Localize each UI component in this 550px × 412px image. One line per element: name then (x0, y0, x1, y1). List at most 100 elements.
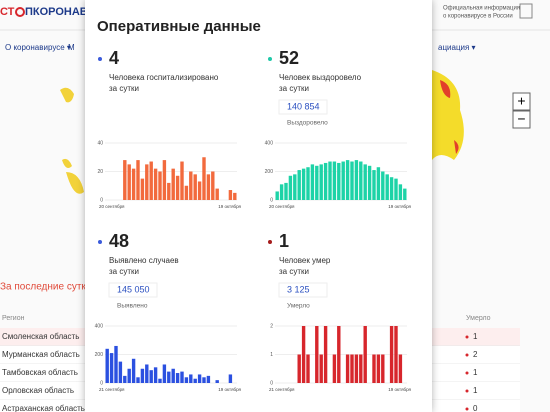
bar (197, 374, 202, 383)
panel-dot (98, 57, 102, 61)
bar (206, 174, 211, 200)
panel-value: 52 (279, 48, 299, 68)
panel-label: за сутки (279, 84, 309, 93)
region-name: Тамбовская область (2, 368, 78, 377)
bar (118, 361, 123, 383)
bar (337, 162, 341, 200)
bar (136, 160, 140, 200)
zoom-out[interactable] (512, 110, 531, 129)
bar (158, 378, 162, 383)
bar (284, 182, 288, 200)
bar (149, 161, 153, 200)
logo-icon (15, 7, 25, 17)
modal-title: Оперативные данные (97, 18, 261, 35)
bar (184, 185, 189, 200)
panel-dot (98, 240, 102, 244)
panel-label: за сутки (279, 267, 309, 276)
bar (171, 168, 175, 200)
bar (105, 348, 109, 383)
bar (136, 377, 140, 383)
bar (167, 182, 171, 200)
table-header: Регион (2, 315, 25, 322)
bar (385, 174, 389, 200)
y-tick-label: 400 (265, 140, 274, 146)
total-box (278, 282, 328, 298)
bar (202, 377, 206, 383)
bar (215, 380, 219, 383)
section-title: За последние сутки (0, 282, 91, 293)
date-label: 21 сентября (99, 387, 125, 392)
bar (297, 354, 301, 383)
bar (275, 191, 279, 200)
bar (297, 170, 301, 200)
bar (153, 168, 158, 200)
bar (127, 368, 131, 383)
bar (341, 161, 345, 200)
bar (381, 354, 385, 383)
bar (337, 326, 341, 383)
bar (332, 161, 337, 200)
bar (197, 181, 202, 200)
region-name: Смоленская область (2, 332, 79, 341)
bar (171, 368, 175, 383)
bar (279, 184, 284, 200)
bar (301, 168, 306, 200)
panel-label: за сутки (109, 84, 139, 93)
zoom-out-label[interactable]: − (517, 111, 525, 127)
bar (315, 165, 319, 200)
bar (319, 164, 323, 200)
zoom-in[interactable] (512, 92, 531, 111)
bar (180, 161, 184, 200)
nav-item[interactable]: О коронавирусе ▾ (5, 43, 71, 52)
icon[interactable] (519, 3, 533, 19)
bar (394, 178, 398, 200)
bar (389, 326, 394, 383)
deaths: 1 (473, 386, 478, 395)
y-tick-label: 0 (270, 380, 273, 386)
bar (306, 354, 310, 383)
bar (354, 354, 359, 383)
y-tick-label: 40 (97, 140, 103, 146)
bar (359, 354, 363, 383)
date-label: 20 сентября (269, 204, 295, 209)
deaths: 1 (473, 368, 478, 377)
bar (376, 167, 381, 200)
bar (180, 371, 184, 383)
bar (332, 354, 337, 383)
date-label: 19 октября (388, 387, 411, 392)
bar (162, 160, 167, 200)
y-tick-label: 20 (97, 169, 103, 175)
dot (465, 353, 469, 357)
bar (288, 175, 293, 200)
panel-total-label: Умерло (287, 303, 310, 310)
bar (189, 374, 193, 383)
bar (345, 160, 350, 200)
bar (145, 364, 149, 383)
bar (293, 174, 297, 200)
region-name: Астраханская область (2, 404, 85, 412)
header-info: Официальная информация (443, 6, 520, 12)
bar (233, 192, 237, 200)
total-box (108, 282, 158, 298)
date-label: 20 сентября (99, 204, 125, 209)
zoom-in-label[interactable]: + (517, 93, 525, 109)
bar (158, 171, 162, 200)
bar (109, 353, 114, 383)
bar (398, 184, 403, 200)
y-tick-label: 0 (100, 380, 103, 386)
bar (206, 375, 211, 383)
bar (215, 188, 219, 200)
bar (376, 354, 381, 383)
nav-item[interactable]: М (68, 43, 75, 52)
y-tick-label: 2 (270, 323, 273, 329)
y-tick-label: 1 (270, 352, 273, 358)
region-name: Мурманская область (2, 350, 80, 359)
bar (145, 164, 149, 200)
bar (306, 167, 310, 200)
nav-item[interactable]: ациация ▾ (438, 43, 476, 52)
bar (184, 377, 189, 383)
logo: СТ (0, 6, 15, 18)
bar (372, 354, 376, 383)
